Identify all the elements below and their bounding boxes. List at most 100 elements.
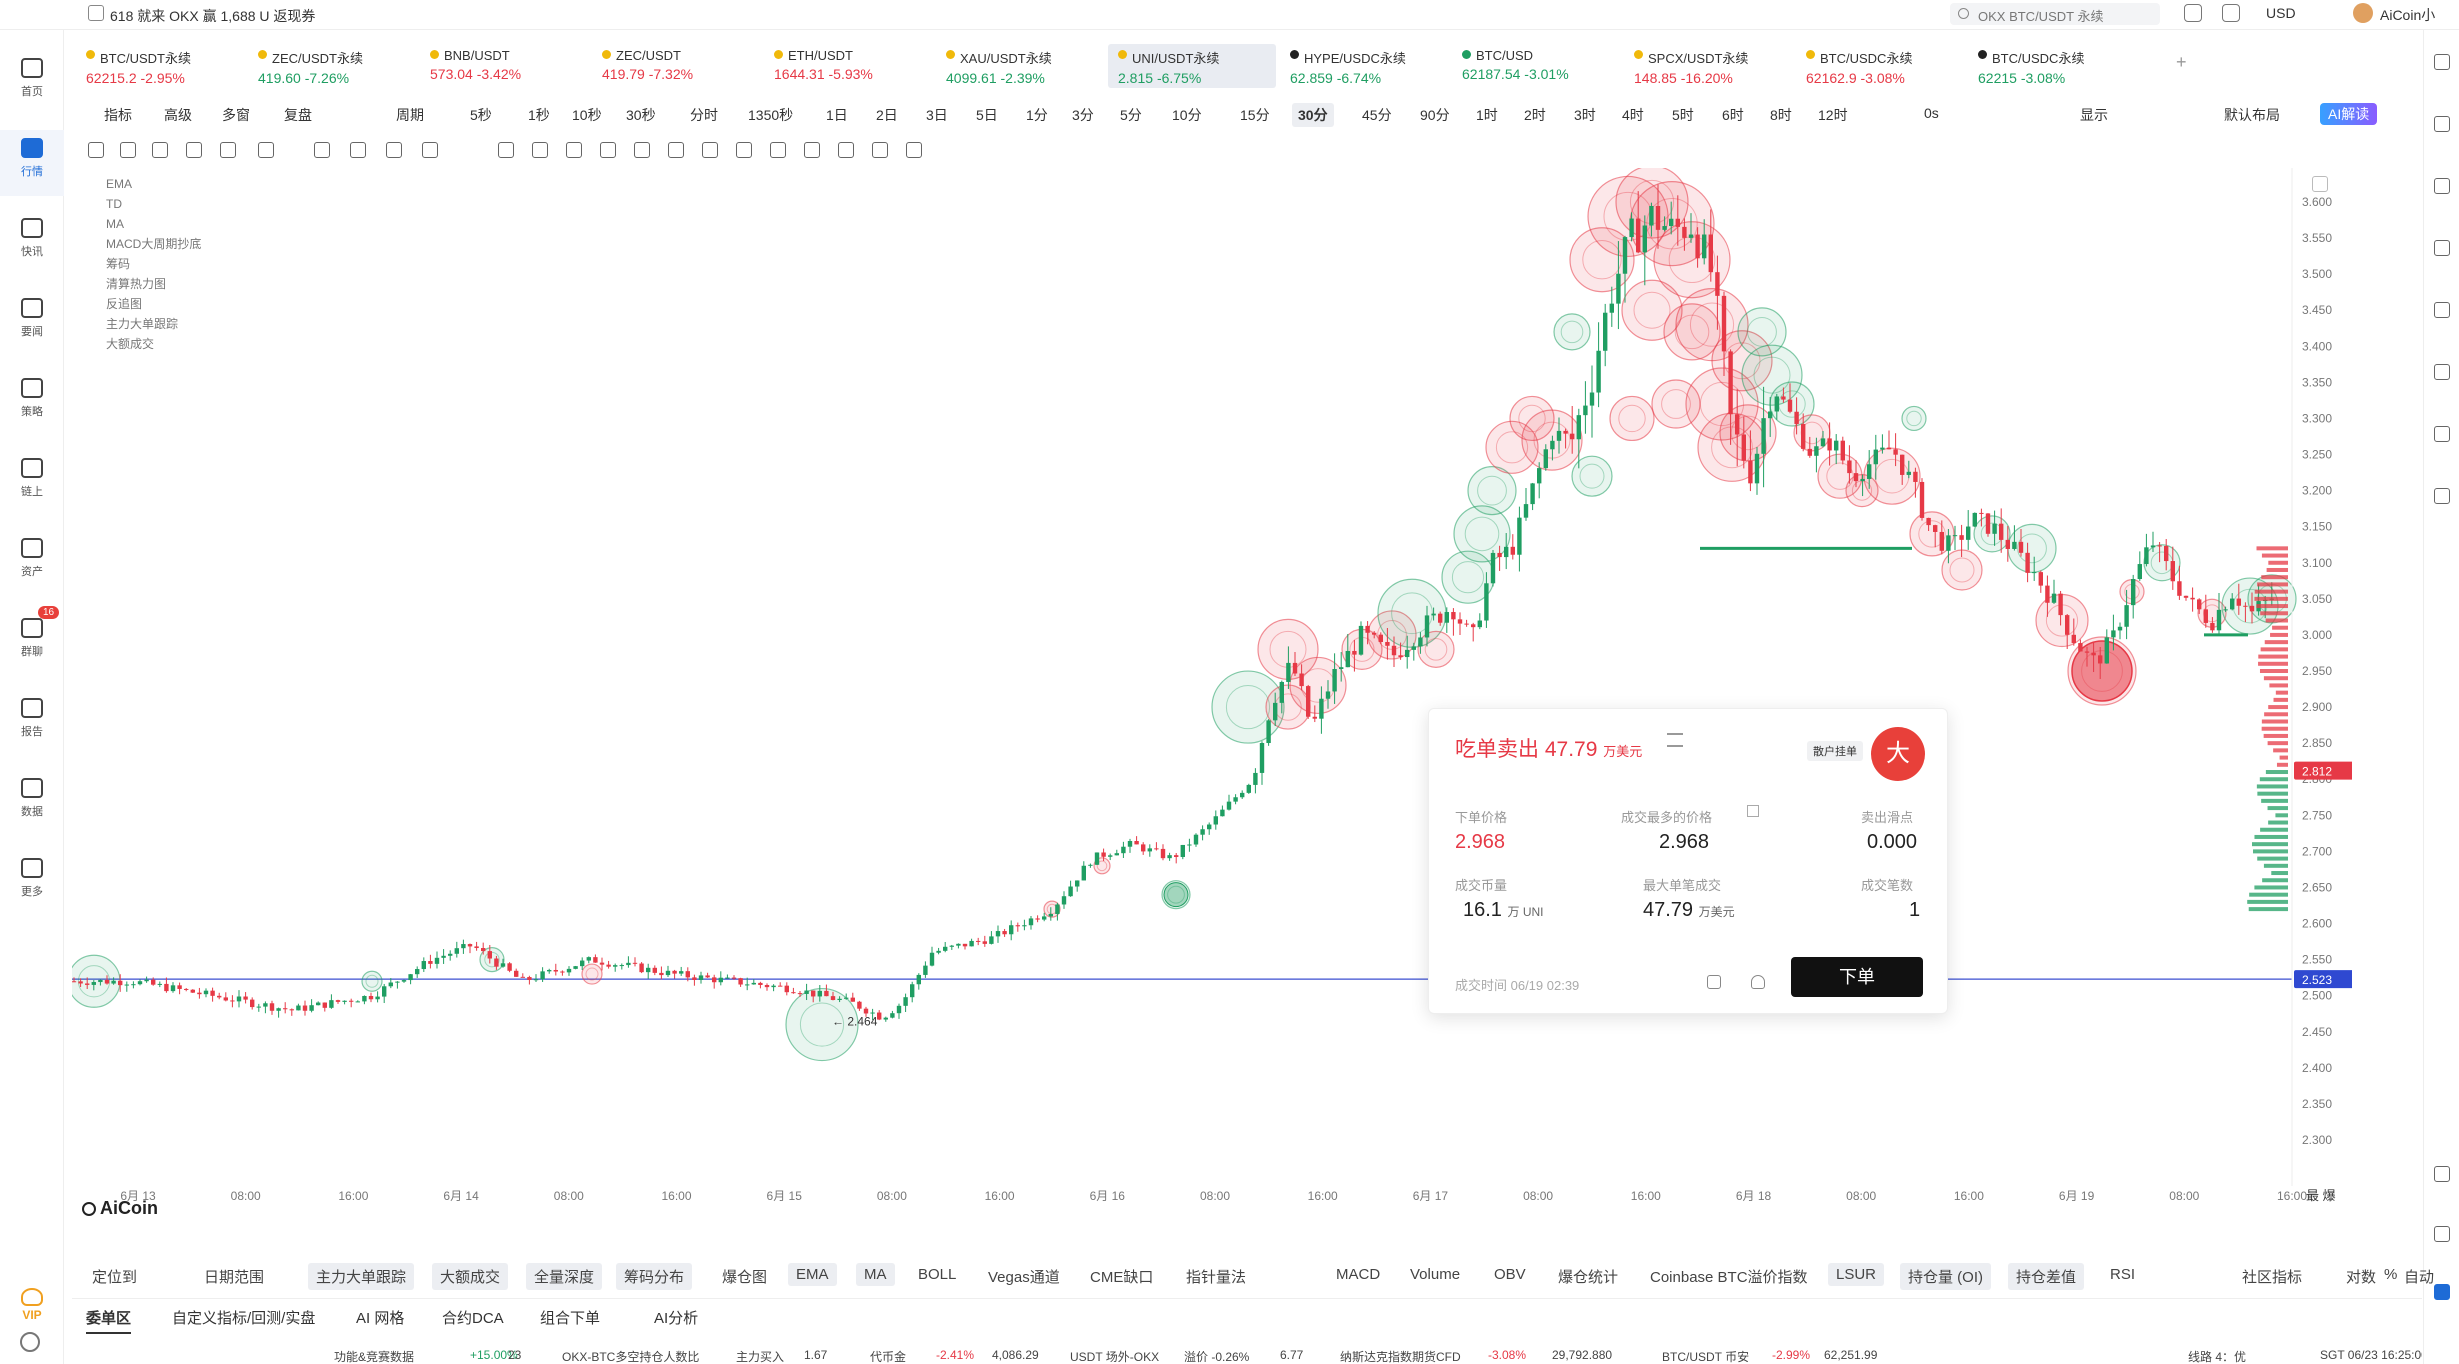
toolbar-3[interactable]: 复盘 — [284, 107, 312, 123]
nav-news[interactable]: 要闻 — [0, 290, 64, 356]
indicator-toggle[interactable]: EMA — [788, 1263, 837, 1286]
mail-icon[interactable] — [2222, 4, 2240, 22]
indicator-toggle[interactable]: 指针量法 — [1186, 1269, 1247, 1286]
ticker-tab[interactable]: UNI/USDT永续 2.815 -6.75% — [1108, 44, 1276, 88]
candlestick-chart[interactable]: 3.600 3.550 3.500 3.450 3.400 3.350 3.300 3.250… — [72, 168, 2352, 1226]
indicator-toggle[interactable]: 主力大单跟踪 — [308, 1263, 415, 1290]
nav-report[interactable]: 报告 — [0, 690, 64, 756]
ticker-tab[interactable]: BNB/USDT 573.04 -3.42% — [420, 44, 588, 88]
pen-icon[interactable] — [634, 142, 650, 158]
overlay-indicator[interactable]: EMA — [106, 177, 133, 191]
layout-select[interactable]: 默认布局 — [2224, 107, 2280, 123]
period-18[interactable]: 1时 — [1476, 107, 1498, 123]
overlay-indicator[interactable]: 清算热力图 — [106, 277, 167, 291]
sub-indicator-toggle[interactable]: 爆仓统计 — [1558, 1269, 1619, 1286]
place-order-button[interactable]: 下单 — [1791, 957, 1923, 997]
period-22[interactable]: 5时 — [1672, 107, 1694, 123]
overlay-indicator[interactable]: 反追图 — [106, 297, 143, 311]
period-4[interactable]: 分时 — [690, 107, 718, 123]
brush-icon[interactable] — [386, 142, 402, 158]
ticker-tab[interactable]: BTC/USD 62187.54 -3.01% — [1452, 44, 1620, 88]
bottom-tab[interactable]: 合约DCA — [442, 1310, 504, 1327]
hline-icon[interactable] — [186, 142, 202, 158]
date-range-select[interactable]: 日期范围 — [204, 1269, 265, 1286]
ticker-tab[interactable]: XAU/USDT永续 4099.61 -2.39% — [936, 44, 1104, 88]
period-21[interactable]: 4时 — [1622, 107, 1644, 123]
wallet-icon[interactable] — [2434, 364, 2450, 380]
indicator-toggle[interactable]: 大额成交 — [432, 1263, 509, 1290]
layer-icon[interactable] — [736, 142, 752, 158]
nav-more[interactable]: 更多 — [0, 850, 64, 916]
bottom-tab[interactable]: AI 网格 — [356, 1310, 405, 1327]
period-2[interactable]: 10秒 — [572, 107, 602, 123]
toolbar-0[interactable]: 指标 — [104, 107, 132, 123]
nav-flash[interactable]: 快讯 — [0, 210, 64, 276]
grid-icon[interactable] — [2434, 1166, 2450, 1182]
overlay-indicator[interactable]: MA — [106, 217, 124, 231]
search-input[interactable]: OKX BTC/USDT 永续 — [1950, 3, 2160, 25]
period-14[interactable]: 15分 — [1240, 107, 1270, 123]
ticker-tab[interactable]: ETH/USDT 1644.31 -5.93% — [764, 44, 932, 88]
period-19[interactable]: 2时 — [1524, 107, 1546, 123]
expand-chart-icon[interactable] — [2312, 176, 2328, 192]
chart-icon[interactable] — [2434, 240, 2450, 256]
bottom-tab[interactable]: AI分析 — [654, 1310, 699, 1327]
document-icon[interactable] — [2434, 116, 2450, 132]
period-3[interactable]: 30秒 — [626, 107, 656, 123]
sub-indicator-toggle[interactable]: Volume — [1410, 1266, 1461, 1283]
panel-icon[interactable] — [2434, 302, 2450, 318]
calculator-icon[interactable] — [2434, 178, 2450, 194]
period-12[interactable]: 5分 — [1120, 107, 1142, 123]
filter-icon[interactable] — [804, 142, 820, 158]
period-11[interactable]: 3分 — [1072, 107, 1094, 123]
lock-icon[interactable] — [702, 142, 718, 158]
indicator-toggle[interactable]: 筹码分布 — [616, 1263, 693, 1290]
ticker-tab[interactable]: HYPE/USDC永续 62.859 -6.74% — [1280, 44, 1448, 88]
ai-interpret-button[interactable]: AI解读 — [2320, 103, 2378, 125]
sub-indicator-toggle[interactable]: MACD — [1336, 1266, 1381, 1283]
period-1[interactable]: 1秒 — [528, 107, 550, 123]
overlay-indicator[interactable]: MACD大周期抄底 — [106, 237, 202, 251]
zoom-icon[interactable] — [600, 142, 616, 158]
undo-icon[interactable] — [872, 142, 888, 158]
period-17[interactable]: 90分 — [1420, 107, 1450, 123]
ticker-tab[interactable]: BTC/USDC永续 62215 -3.08% — [1968, 44, 2136, 88]
robot-icon[interactable] — [2434, 426, 2450, 442]
indicator-toggle[interactable]: MA — [856, 1263, 895, 1286]
copy-icon[interactable] — [1707, 975, 1721, 989]
nav-assets[interactable]: 资产 — [0, 530, 64, 596]
headset-icon[interactable] — [2434, 1226, 2450, 1242]
sub-indicator-toggle[interactable]: OBV — [1494, 1266, 1526, 1283]
username[interactable]: AiCoin小 — [2380, 7, 2436, 23]
nav-market[interactable]: 行情 — [0, 130, 64, 196]
marker-icon[interactable] — [668, 142, 684, 158]
bottom-tab[interactable]: 委单区 — [86, 1307, 132, 1334]
overlay-indicator[interactable]: 大额成交 — [106, 337, 155, 351]
avatar[interactable] — [2353, 3, 2373, 23]
nav-home[interactable]: 首页 — [0, 50, 64, 116]
period-8[interactable]: 3日 — [926, 107, 948, 123]
indicator-toggle[interactable]: CME缺口 — [1090, 1269, 1154, 1286]
indicator-toggle[interactable]: 全量深度 — [526, 1263, 603, 1290]
overlay-indicator[interactable]: 主力大单跟踪 — [106, 317, 179, 331]
link-icon[interactable] — [566, 142, 582, 158]
alert-bell-icon[interactable] — [1751, 975, 1765, 989]
sub-indicator-toggle[interactable]: RSI — [2110, 1266, 2136, 1283]
period-6[interactable]: 1日 — [826, 107, 848, 123]
period-label[interactable]: 周期 — [396, 107, 424, 123]
indicator-toggle[interactable]: Vegas通道 — [988, 1269, 1060, 1286]
bottom-tab[interactable]: 自定义指标/回测/实盘 — [172, 1310, 316, 1327]
nav-group[interactable]: 群聊 16 — [0, 606, 64, 676]
ticker-tab[interactable]: BTC/USDT永续 62215.2 -2.95% — [76, 44, 244, 88]
overlay-indicator[interactable]: TD — [106, 197, 122, 211]
nav-onchain[interactable]: 链上 — [0, 450, 64, 516]
ticker-tab[interactable]: ZEC/USDT永续 419.60 -7.26% — [248, 44, 416, 88]
period-7[interactable]: 2日 — [876, 107, 898, 123]
eye-icon[interactable] — [770, 142, 786, 158]
period-23[interactable]: 6时 — [1722, 107, 1744, 123]
redo-icon[interactable] — [906, 142, 922, 158]
trend-icon[interactable] — [220, 142, 236, 158]
settings-icon[interactable] — [20, 1332, 40, 1352]
bell-icon[interactable] — [2184, 4, 2202, 22]
magnet-icon[interactable] — [498, 142, 514, 158]
